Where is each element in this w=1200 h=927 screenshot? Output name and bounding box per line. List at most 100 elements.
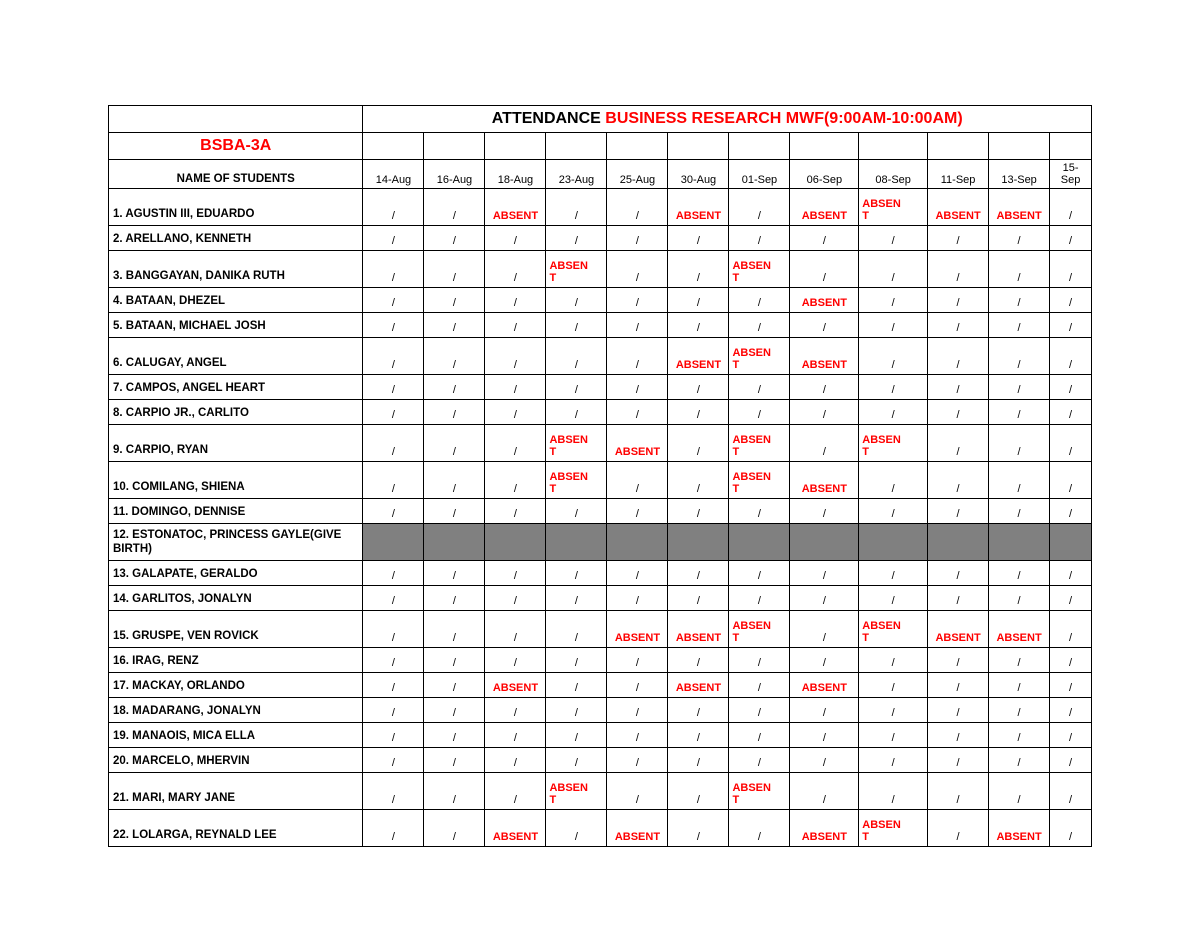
attendance-cell: / (546, 586, 607, 611)
title-blank-cell (109, 106, 363, 133)
attendance-cell (485, 524, 546, 561)
attendance-cell: / (928, 648, 989, 673)
attendance-cell: / (859, 561, 928, 586)
attendance-cell: / (859, 462, 928, 499)
attendance-cell (607, 524, 668, 561)
attendance-cell: / (989, 462, 1050, 499)
attendance-cell: / (363, 698, 424, 723)
attendance-cell: ABSENT (668, 673, 729, 698)
table-row: 3. BANGGAYAN, DANIKA RUTH///ABSENT//ABSE… (109, 251, 1092, 288)
attendance-cell: / (424, 586, 485, 611)
date-header: 16-Aug (424, 160, 485, 189)
attendance-cell: / (668, 375, 729, 400)
attendance-cell: / (546, 648, 607, 673)
attendance-cell (859, 524, 928, 561)
attendance-cell: / (790, 375, 859, 400)
attendance-cell: / (668, 810, 729, 847)
attendance-cell: / (859, 288, 928, 313)
attendance-cell: / (989, 723, 1050, 748)
attendance-cell: / (928, 810, 989, 847)
attendance-cell: / (363, 226, 424, 251)
attendance-cell: / (607, 462, 668, 499)
date-line2: Sep (1061, 174, 1081, 186)
table-row: 15. GRUSPE, VEN ROVICK////ABSENTABSENTAB… (109, 611, 1092, 648)
attendance-cell: / (729, 698, 790, 723)
attendance-cell: / (790, 425, 859, 462)
table-row: 8. CARPIO JR., CARLITO//////////// (109, 400, 1092, 425)
attendance-cell: / (485, 375, 546, 400)
attendance-cell: / (928, 251, 989, 288)
attendance-cell: ABSENT (928, 611, 989, 648)
attendance-cell: / (790, 400, 859, 425)
attendance-cell: ABSENT (546, 773, 607, 810)
attendance-cell: / (729, 561, 790, 586)
attendance-cell: / (546, 338, 607, 375)
attendance-cell: / (928, 586, 989, 611)
attendance-cell: / (859, 375, 928, 400)
student-name-cell: 10. COMILANG, SHIENA (109, 462, 363, 499)
attendance-cell: ABSENT (729, 251, 790, 288)
attendance-cell: / (928, 698, 989, 723)
date-header: 08-Sep (859, 160, 928, 189)
attendance-cell: / (485, 773, 546, 810)
attendance-cell: ABSENT (668, 338, 729, 375)
student-name-cell: 2. ARELLANO, KENNETH (109, 226, 363, 251)
table-row: 7. CAMPOS, ANGEL HEART//////////// (109, 375, 1092, 400)
empty-cell (928, 133, 989, 160)
student-name-cell: 7. CAMPOS, ANGEL HEART (109, 375, 363, 400)
title-red: BUSINESS RESEARCH MWF(9:00AM-10:00AM) (605, 110, 962, 127)
table-row: 18. MADARANG, JONALYN//////////// (109, 698, 1092, 723)
attendance-cell: / (424, 425, 485, 462)
attendance-cell: / (1050, 648, 1092, 673)
attendance-cell: / (989, 648, 1050, 673)
attendance-cell: / (859, 698, 928, 723)
attendance-cell: / (790, 586, 859, 611)
attendance-cell: / (859, 673, 928, 698)
attendance-cell: / (928, 673, 989, 698)
attendance-cell: / (1050, 723, 1092, 748)
date-line1: 15- (1063, 162, 1079, 174)
table-row: 22. LOLARGA, REYNALD LEE//ABSENT/ABSENT/… (109, 810, 1092, 847)
attendance-cell: / (790, 723, 859, 748)
attendance-table: ATTENDANCE BUSINESS RESEARCH MWF(9:00AM-… (108, 105, 1092, 847)
attendance-cell: / (729, 810, 790, 847)
attendance-cell: / (859, 773, 928, 810)
attendance-cell: / (928, 748, 989, 773)
attendance-cell (424, 524, 485, 561)
attendance-cell: / (928, 226, 989, 251)
attendance-cell: / (729, 400, 790, 425)
attendance-cell: / (363, 773, 424, 810)
attendance-cell: / (546, 561, 607, 586)
attendance-cell: / (485, 400, 546, 425)
attendance-cell: / (546, 313, 607, 338)
date-header: 01-Sep (729, 160, 790, 189)
attendance-cell: / (668, 773, 729, 810)
attendance-cell: / (485, 723, 546, 748)
attendance-cell: / (363, 251, 424, 288)
student-name-cell: 18. MADARANG, JONALYN (109, 698, 363, 723)
attendance-cell: / (989, 748, 1050, 773)
attendance-cell: / (668, 462, 729, 499)
student-name-cell: 5. BATAAN, MICHAEL JOSH (109, 313, 363, 338)
attendance-cell: / (989, 698, 1050, 723)
attendance-cell: ABSENT (546, 251, 607, 288)
attendance-cell: / (1050, 773, 1092, 810)
attendance-cell: / (928, 338, 989, 375)
student-name-cell: 3. BANGGAYAN, DANIKA RUTH (109, 251, 363, 288)
class-code-cell: BSBA-3A (109, 133, 363, 160)
attendance-cell: / (607, 773, 668, 810)
empty-cell (729, 133, 790, 160)
attendance-cell: / (485, 462, 546, 499)
attendance-cell: / (668, 723, 729, 748)
attendance-cell: ABSENT (607, 810, 668, 847)
attendance-cell: ABSENT (859, 425, 928, 462)
attendance-cell: / (928, 313, 989, 338)
attendance-cell: / (928, 773, 989, 810)
attendance-cell: / (363, 400, 424, 425)
attendance-cell: ABSENT (790, 810, 859, 847)
table-row: 1. AGUSTIN III, EDUARDO//ABSENT//ABSENT/… (109, 189, 1092, 226)
attendance-cell: / (1050, 251, 1092, 288)
attendance-cell: / (546, 673, 607, 698)
attendance-cell: / (668, 226, 729, 251)
attendance-cell: / (668, 400, 729, 425)
